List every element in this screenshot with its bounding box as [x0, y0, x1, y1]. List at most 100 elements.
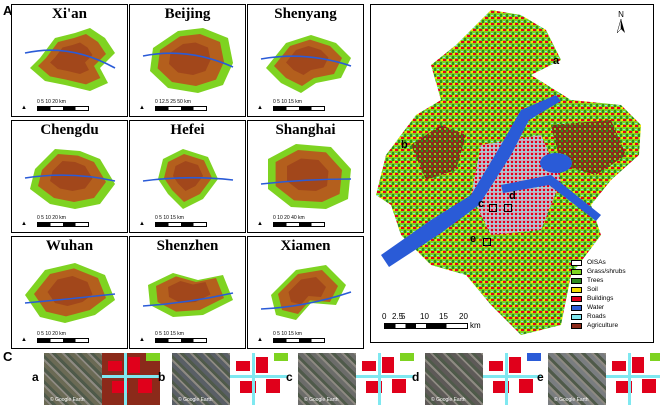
legend: OISAs Grass/shrubs Trees Soil Buildings Water…: [571, 258, 626, 330]
classified-patch: [483, 353, 541, 405]
legend-item: OISAs: [571, 258, 626, 267]
north-arrow-icon: ▲: [257, 337, 263, 343]
legend-swatch: [571, 268, 582, 275]
google-earth-credit: © Google Earth: [50, 397, 85, 403]
site-thumbnail: © Google Earth: [548, 353, 660, 405]
site-thumbnail: © Google Earth: [298, 353, 414, 405]
legend-item: Water: [571, 303, 626, 312]
city-name: Chengdu: [40, 122, 99, 138]
city-scale-bar: 0 12.5 25 50 km: [155, 99, 207, 111]
city-land-cover-map: [260, 265, 352, 320]
city-scale-bar: 0 5 10 15 km: [155, 215, 207, 227]
legend-item: Grass/shrubs: [571, 267, 626, 276]
legend-label: Agriculture: [587, 322, 619, 329]
city-land-cover-map: [260, 35, 352, 93]
legend-label: Roads: [587, 313, 606, 320]
city-scale-text: 0 5 10 15 km: [273, 331, 302, 337]
scale-bar-graphic: [384, 323, 468, 329]
city-panel: Shanghai ▲ 0 10 20 40 km: [247, 120, 364, 233]
satellite-image: © Google Earth: [548, 353, 606, 405]
city-scale-bar: 0 5 10 20 km: [37, 331, 89, 343]
north-arrow-icon: ▲: [21, 105, 27, 111]
site-thumbnail: © Google Earth: [172, 353, 288, 405]
city-land-cover-map: [142, 273, 234, 317]
classified-patch: [356, 353, 414, 405]
north-label: N: [618, 10, 624, 19]
satellite-image: © Google Earth: [44, 353, 102, 405]
satellite-image: © Google Earth: [172, 353, 230, 405]
wuhan-detail-map: [370, 4, 654, 343]
city-panel: Beijing ▲ 0 12.5 25 50 km: [129, 4, 246, 117]
scale-tick-label: 2.5: [392, 312, 404, 321]
city-land-cover-map: [142, 28, 234, 93]
city-scale-bar: 0 5 10 20 km: [37, 215, 89, 227]
site-label-c: c: [478, 198, 485, 210]
city-scale-bar: 0 5 10 15 km: [273, 331, 325, 343]
city-name: Hefei: [170, 122, 205, 138]
legend-label: Grass/shrubs: [587, 268, 626, 275]
city-panel: Hefei ▲ 0 5 10 15 km: [129, 120, 246, 233]
legend-label: Trees: [587, 277, 604, 284]
legend-swatch: [571, 286, 582, 293]
legend-label: Water: [587, 304, 605, 311]
satellite-image: © Google Earth: [425, 353, 483, 405]
legend-item: Roads: [571, 312, 626, 321]
legend-swatch: [571, 322, 582, 329]
satellite-image: © Google Earth: [298, 353, 356, 405]
north-arrow-icon: ▲: [257, 221, 263, 227]
city-name: Wuhan: [45, 238, 94, 254]
classified-patch: [230, 353, 288, 405]
site-label-e: e: [470, 233, 477, 245]
google-earth-credit: © Google Earth: [304, 397, 339, 403]
site-box-c: [489, 204, 497, 212]
site-box-e: [483, 238, 491, 246]
city-name: Shanghai: [275, 122, 336, 138]
city-scale-text: 0 5 10 15 km: [155, 331, 184, 337]
legend-label: Soil: [587, 286, 598, 293]
legend-item: Soil: [571, 285, 626, 294]
city-land-cover-map: [24, 263, 116, 323]
legend-swatch: [571, 259, 582, 266]
city-panel: Shenyang ▲ 0 5 10 15 km: [247, 4, 364, 117]
google-earth-credit: © Google Earth: [431, 397, 466, 403]
thumb-letter: c: [286, 370, 293, 384]
city-panel: Shenzhen ▲ 0 5 10 15 km: [129, 236, 246, 349]
google-earth-credit: © Google Earth: [554, 397, 589, 403]
city-name: Shenyang: [274, 6, 337, 22]
city-name: Shenzhen: [156, 238, 219, 254]
city-scale-text: 0 5 10 15 km: [155, 215, 184, 221]
city-panel: Xiamen ▲ 0 5 10 15 km: [247, 236, 364, 349]
city-panel: Xi'an ▲ 0 5 10 20 km: [11, 4, 128, 117]
city-scale-bar: 0 5 10 15 km: [273, 99, 325, 111]
legend-label: Buildings: [587, 295, 614, 302]
city-scale-bar: 0 5 10 15 km: [155, 331, 207, 343]
north-arrow-icon: ▲: [139, 105, 145, 111]
site-thumbnail: © Google Earth: [425, 353, 541, 405]
scale-tick-label: 20: [459, 312, 468, 321]
city-land-cover-map: [24, 28, 116, 91]
panel-a-label: A: [3, 3, 13, 18]
city-scale-text: 0 5 10 15 km: [273, 99, 302, 105]
google-earth-credit: © Google Earth: [178, 397, 213, 403]
classified-patch: [102, 353, 160, 405]
panel-c-label: C: [3, 349, 13, 364]
city-scale-text: 0 5 10 20 km: [37, 215, 66, 221]
classified-patch: [606, 353, 660, 405]
city-land-cover-map: [260, 144, 352, 209]
north-arrow-icon: ▲: [139, 337, 145, 343]
scale-tick-label: 5: [401, 312, 406, 321]
site-label-d: d: [509, 190, 516, 202]
site-label-b: b: [401, 139, 408, 151]
north-arrow-icon: ▲: [257, 105, 263, 111]
city-land-cover-map: [24, 149, 116, 209]
city-name: Beijing: [164, 6, 211, 22]
site-thumbnail: © Google Earth: [44, 353, 160, 405]
city-name: Xiamen: [280, 238, 331, 254]
legend-item: Agriculture: [571, 321, 626, 330]
scale-tick-label: 0: [382, 312, 387, 321]
north-arrow-icon: ▲: [21, 221, 27, 227]
scale-unit: km: [470, 321, 481, 330]
city-scale-text: 0 5 10 20 km: [37, 99, 66, 105]
city-scale-text: 0 10 20 40 km: [273, 215, 305, 221]
legend-swatch: [571, 295, 582, 302]
